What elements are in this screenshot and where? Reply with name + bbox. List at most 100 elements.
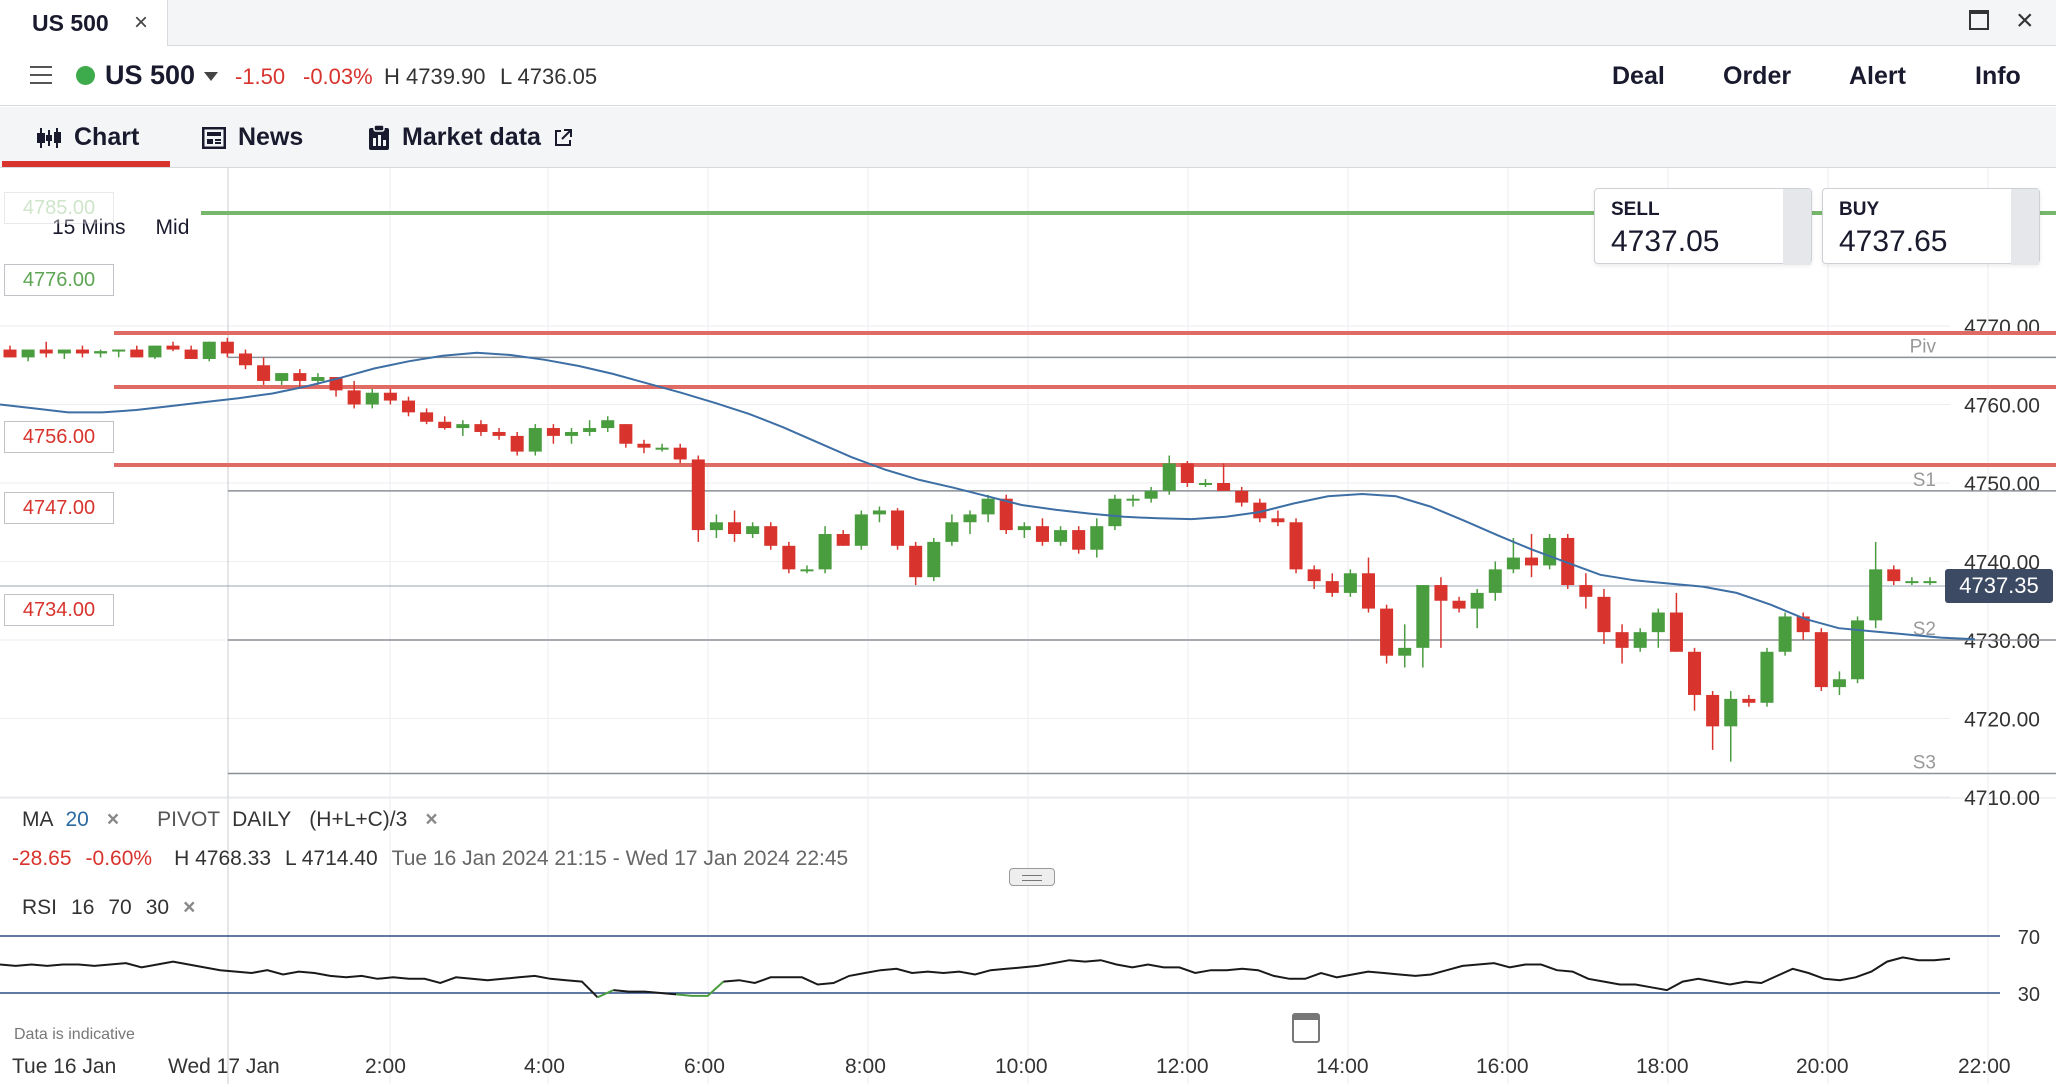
buy-label: BUY — [1839, 199, 1880, 220]
y-tick-label: 4740.00 — [1964, 552, 2040, 575]
candle-body — [456, 424, 470, 429]
x-tick-label: 14:00 — [1316, 1055, 1369, 1078]
pivot-period[interactable]: DAILY — [232, 808, 292, 831]
x-tick-label: 22:00 — [1958, 1055, 2011, 1078]
x-tick-label: 10:00 — [995, 1055, 1048, 1078]
rsi-upper[interactable]: 70 — [108, 896, 132, 919]
interval-selector[interactable]: 15 Mins — [52, 216, 126, 239]
candle-body — [1869, 569, 1883, 621]
rsi-label[interactable]: RSI — [22, 896, 58, 919]
alert-tag[interactable]: 4747.00 — [4, 492, 114, 524]
candle-body — [1579, 585, 1593, 597]
candle-body — [148, 345, 162, 358]
candle-body — [1543, 537, 1557, 566]
indicative-note: Data is indicative — [14, 1026, 135, 1043]
instrument-name[interactable]: US 500 — [105, 60, 196, 90]
candle-body — [800, 569, 814, 572]
candle-body — [1361, 573, 1376, 609]
candle-body — [1887, 569, 1901, 582]
candle-body — [1380, 608, 1394, 656]
candle-body — [1470, 592, 1484, 609]
pivot-label: S1 — [1913, 470, 1936, 491]
chart-toolbar: 15 Mins Mid — [40, 205, 202, 251]
close-icon[interactable]: × — [134, 9, 149, 36]
tab-market-data[interactable]: Market data — [368, 107, 573, 168]
pivot-formula[interactable]: (H+L+C)/3 — [309, 808, 408, 831]
candle-body — [981, 498, 995, 515]
alert-tag[interactable]: 4776.00 — [4, 264, 114, 296]
rsi-lower[interactable]: 30 — [145, 896, 170, 919]
sell-button[interactable]: SELL 4737.05 — [1594, 188, 1812, 265]
deal-button[interactable]: Deal — [1612, 62, 1665, 90]
y-tick-label: 4760.00 — [1964, 395, 2040, 418]
day-high: H 4739.90 — [384, 64, 486, 89]
alert-tag[interactable]: 4785.00 — [4, 192, 114, 224]
pivot-label[interactable]: PIVOT — [157, 808, 221, 831]
candle-body — [891, 510, 905, 546]
candle-body — [75, 349, 89, 354]
maximize-icon[interactable] — [1969, 10, 1989, 30]
candle-body — [1796, 616, 1810, 633]
window-tab[interactable]: US 500 × — [0, 0, 168, 46]
candle-body — [57, 349, 71, 354]
candle-body — [1343, 573, 1357, 593]
candle-body — [474, 424, 488, 432]
candle-body — [1851, 620, 1865, 680]
candle-body — [782, 545, 796, 570]
price-change-pct: -0.03% — [303, 64, 373, 89]
tab-chart[interactable]: Chart — [36, 107, 139, 168]
candle-body — [1778, 616, 1792, 652]
candle-body — [1832, 679, 1846, 688]
buy-price: 4737.65 — [1839, 225, 1948, 258]
x-tick-label: 8:00 — [845, 1055, 886, 1078]
tab-news[interactable]: News — [202, 107, 303, 168]
hamburger-menu-icon[interactable] — [30, 66, 52, 84]
candle-body — [420, 412, 434, 422]
candle-body — [1706, 694, 1720, 727]
candle-body — [1108, 498, 1122, 527]
ma-period[interactable]: 20 — [65, 808, 89, 831]
alert-button[interactable]: Alert — [1849, 62, 1906, 90]
price-chart[interactable]: 4770.00 4760.00 4750.00 4740.00 4730.00 4720.… — [0, 168, 2056, 1084]
candle-body — [130, 349, 144, 358]
candle-body — [1398, 647, 1412, 656]
remove-pivot-icon[interactable]: × — [425, 808, 438, 831]
window-close-icon[interactable]: × — [2016, 4, 2034, 37]
remove-ma-icon[interactable]: × — [106, 808, 120, 831]
alert-tag[interactable]: 4756.00 — [4, 421, 114, 453]
candle-body — [1017, 526, 1031, 531]
candle-body — [764, 526, 778, 546]
alert-tag[interactable]: 4734.00 — [4, 594, 114, 626]
remove-rsi-icon[interactable]: × — [183, 896, 196, 919]
candle-body — [1669, 612, 1683, 652]
buy-button[interactable]: BUY 4737.65 — [1822, 188, 2040, 265]
x-tick-label: 2:00 — [365, 1055, 406, 1078]
x-tick-label: Wed 17 Jan — [168, 1055, 280, 1078]
rsi-line — [0, 960, 599, 999]
candle-body — [1651, 612, 1665, 633]
price-type-selector[interactable]: Mid — [155, 216, 190, 239]
candle-body — [383, 392, 397, 401]
candle-body — [528, 428, 542, 452]
candle-body — [1561, 537, 1575, 586]
tab-market-data-label: Market data — [402, 123, 541, 151]
candle-body — [438, 421, 452, 429]
newspaper-icon — [202, 126, 226, 149]
rsi-line — [597, 989, 614, 999]
range-summary: -28.65 -0.60% H 4768.33 L 4714.40 Tue 16… — [12, 847, 848, 871]
pane-resize-handle[interactable] — [1009, 868, 1055, 886]
rsi-period[interactable]: 16 — [71, 896, 95, 919]
candle-body — [1271, 518, 1285, 523]
candle-body — [673, 447, 687, 460]
window-titlebar: US 500 × × — [0, 0, 2056, 46]
candle-body — [1144, 490, 1158, 499]
chevron-down-icon[interactable] — [204, 72, 218, 81]
info-button[interactable]: Info — [1975, 62, 2021, 90]
calendar-icon[interactable] — [1292, 1013, 1320, 1043]
order-button[interactable]: Order — [1723, 62, 1792, 90]
y-tick-label: 4750.00 — [1964, 473, 2040, 496]
ma-label[interactable]: MA — [22, 808, 54, 831]
candle-body — [112, 349, 126, 352]
candle-body — [1524, 557, 1539, 566]
candle-body — [1452, 600, 1466, 609]
